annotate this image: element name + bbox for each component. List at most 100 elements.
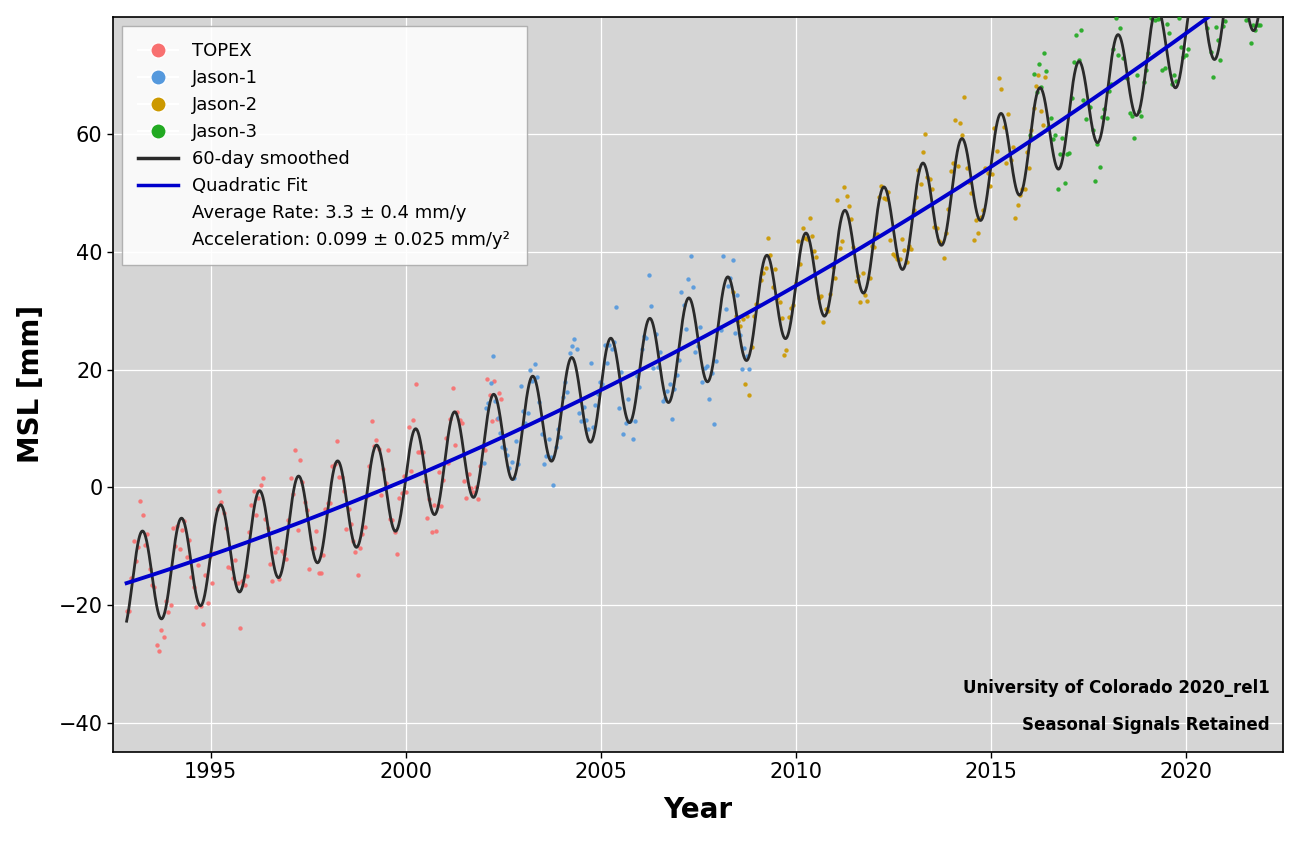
Point — [794, 231, 815, 245]
Point — [1235, 13, 1256, 27]
Point — [790, 257, 811, 270]
Point — [996, 156, 1017, 170]
Point — [638, 268, 659, 282]
Point — [216, 521, 237, 535]
Point — [1180, 0, 1201, 2]
Point — [204, 547, 225, 560]
Point — [188, 558, 209, 572]
Point — [656, 384, 677, 398]
Point — [1205, 20, 1226, 34]
Point — [1143, 0, 1164, 8]
Point — [520, 363, 541, 377]
Point — [1040, 112, 1061, 125]
Point — [181, 570, 202, 584]
Point — [906, 190, 927, 204]
Point — [883, 247, 903, 261]
Point — [1128, 104, 1149, 118]
Point — [299, 563, 320, 576]
Point — [741, 341, 762, 354]
Point — [260, 557, 281, 570]
Point — [1017, 145, 1037, 158]
Point — [1117, 71, 1138, 85]
Point — [343, 534, 364, 547]
Point — [968, 227, 989, 241]
Point — [313, 547, 334, 561]
Point — [874, 191, 894, 204]
Point — [198, 596, 218, 610]
Point — [664, 383, 685, 396]
Point — [160, 598, 181, 611]
Point — [222, 572, 243, 585]
Point — [529, 395, 550, 409]
Point — [162, 521, 183, 534]
Point — [515, 416, 536, 430]
Point — [624, 414, 645, 427]
Point — [426, 525, 447, 538]
Point — [410, 446, 430, 459]
Point — [391, 487, 412, 500]
Point — [248, 491, 269, 505]
Point — [1182, 0, 1202, 9]
Text: University of Colorado 2020_rel1: University of Colorado 2020_rel1 — [962, 679, 1269, 697]
Point — [1114, 70, 1135, 83]
Point — [240, 498, 261, 511]
Point — [1157, 18, 1178, 31]
Point — [547, 422, 568, 436]
Point — [1161, 77, 1182, 91]
Point — [611, 365, 632, 378]
Point — [454, 473, 474, 487]
Point — [576, 414, 597, 427]
Point — [1072, 93, 1093, 107]
Point — [1154, 61, 1175, 74]
Point — [601, 341, 621, 355]
Point — [889, 252, 910, 266]
Point — [1024, 67, 1045, 81]
Point — [118, 604, 139, 617]
Point — [818, 304, 839, 318]
Point — [732, 362, 753, 375]
Point — [811, 288, 832, 302]
Point — [317, 497, 338, 510]
Point — [838, 199, 859, 213]
Point — [903, 203, 924, 216]
Point — [225, 553, 246, 567]
Point — [157, 606, 178, 619]
Point — [907, 163, 928, 177]
Point — [389, 492, 410, 505]
Point — [266, 542, 287, 555]
Point — [341, 518, 361, 532]
Point — [517, 406, 538, 420]
Point — [202, 576, 222, 590]
Point — [1202, 70, 1223, 83]
Point — [308, 566, 329, 579]
Point — [668, 353, 689, 367]
Point — [536, 449, 556, 463]
Point — [781, 301, 802, 315]
Point — [436, 431, 456, 445]
Point — [634, 329, 655, 342]
Point — [738, 389, 759, 402]
Point — [827, 193, 848, 206]
Point — [729, 319, 750, 332]
Point — [1238, 8, 1258, 22]
Point — [744, 309, 764, 323]
Point — [1138, 46, 1158, 60]
Point — [445, 438, 465, 452]
Point — [568, 407, 589, 420]
Point — [489, 386, 510, 399]
Point — [302, 542, 322, 555]
Point — [727, 288, 747, 302]
Point — [506, 435, 526, 448]
Point — [485, 394, 506, 407]
Point — [1131, 108, 1152, 122]
Point — [148, 644, 169, 658]
Point — [1070, 24, 1091, 37]
Point — [1101, 77, 1122, 91]
Point — [1170, 40, 1191, 54]
Point — [147, 638, 168, 652]
Point — [844, 241, 865, 254]
Point — [662, 413, 683, 426]
Point — [482, 349, 503, 362]
Point — [567, 342, 588, 356]
Point — [320, 496, 341, 510]
